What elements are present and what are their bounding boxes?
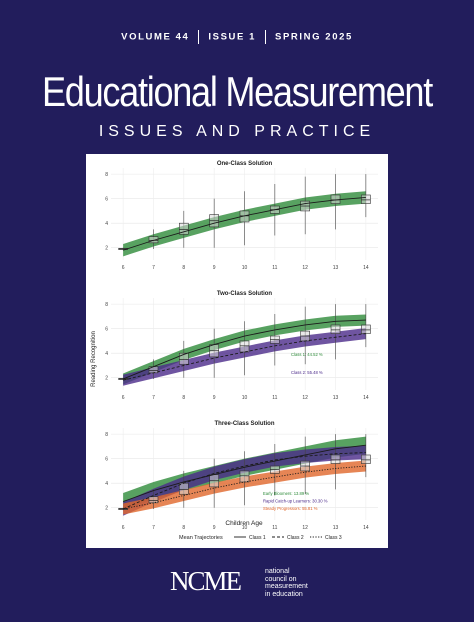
class-proportion-label: Early Bloomers: 13.89 % (263, 491, 309, 496)
x-tick-label: 8 (182, 525, 185, 531)
class-proportion-label: Class 1: 44.52 % (291, 352, 323, 357)
y-tick-label: 8 (105, 432, 108, 438)
y-tick-label: 8 (105, 302, 108, 308)
box-plot (148, 496, 159, 504)
logo-tagline: national council on measurement in educa… (265, 568, 308, 598)
x-axis-label: Children Age (225, 520, 263, 527)
y-tick-label: 6 (105, 197, 108, 203)
class-proportion-label: Steady Progressors: 55.81 % (263, 506, 318, 511)
logo-tagline-line: national (265, 568, 290, 575)
mean-trajectory-line (122, 452, 366, 510)
box-plot (239, 470, 250, 483)
x-tick-label: 6 (122, 265, 125, 271)
chart-title: Three-Class Solution (214, 421, 274, 427)
box-plot (361, 194, 371, 204)
x-tick-label: 9 (213, 525, 216, 531)
x-tick-label: 14 (363, 265, 369, 271)
mean-trajectory-line (122, 444, 366, 503)
class-proportion-label: Rapid Catch-up Learners: 30.30 % (263, 499, 328, 504)
chart-panel: Three-Class Solution 2 4 6 8 6 7 8 9 10 11 12 13 14 Ea… (105, 421, 378, 531)
x-tick-label: 8 (182, 395, 185, 401)
y-tick-label: 4 (105, 351, 108, 357)
legend-label: Class 2 (287, 535, 304, 541)
logo-tagline-line: measurement (265, 583, 308, 590)
x-tick-label: 7 (152, 525, 155, 531)
issue-label: ISSUE 1 (208, 31, 257, 43)
box-plot (361, 324, 371, 334)
class-proportion-label: Class 2: 55.48 % (291, 370, 323, 375)
chart-panel: Two-Class Solution 2 4 6 8 6 7 8 9 10 11 12 13 14 Clas… (105, 291, 378, 401)
x-tick-label: 7 (152, 265, 155, 271)
x-tick-label: 13 (333, 395, 339, 401)
x-tick-label: 14 (363, 395, 369, 401)
x-tick-label: 10 (242, 525, 248, 531)
x-tick-label: 9 (213, 265, 216, 271)
x-tick-label: 7 (152, 395, 155, 401)
box-plot (179, 352, 189, 365)
box-plot (148, 236, 159, 244)
chart-panel: One-Class Solution 2 4 6 8 6 7 8 9 10 11 12 13 14 (105, 161, 378, 271)
legend-label: Class 1 (249, 535, 266, 541)
logo-wordmark: NCME (170, 566, 242, 596)
x-tick-label: 9 (213, 395, 216, 401)
box-plot (179, 222, 189, 235)
y-tick-label: 6 (105, 457, 108, 463)
box-plot (239, 340, 250, 353)
box-plot (330, 454, 341, 464)
x-tick-label: 11 (272, 395, 277, 401)
chart-title: One-Class Solution (217, 161, 273, 167)
mean-trajectory-line (122, 196, 366, 251)
legend: Mean Trajectories Class 1 Class 2 Class 3 (179, 535, 342, 541)
mean-trajectory-line (123, 333, 366, 381)
x-tick-label: 11 (272, 265, 277, 271)
mean-trajectory-line (122, 319, 366, 380)
separator (198, 30, 200, 44)
x-tick-label: 13 (333, 525, 339, 531)
x-tick-label: 10 (242, 395, 248, 401)
x-tick-label: 12 (302, 265, 308, 271)
ncme-logo: NCME national council on measurement in … (162, 562, 322, 602)
journal-title: Educational Measurement (42, 68, 433, 115)
x-tick-label: 8 (182, 265, 185, 271)
y-tick-label: 2 (105, 376, 108, 382)
y-tick-label: 4 (105, 221, 108, 227)
box-plot (239, 210, 250, 223)
x-tick-label: 14 (363, 525, 369, 531)
x-tick-label: 12 (302, 395, 308, 401)
volume-label: VOLUME 44 (121, 31, 190, 43)
y-tick-label: 2 (105, 246, 108, 252)
chart-title: Two-Class Solution (217, 291, 273, 297)
x-tick-label: 11 (272, 525, 277, 531)
x-tick-label: 10 (242, 265, 248, 271)
x-tick-label: 6 (122, 525, 125, 531)
legend-title: Mean Trajectories (179, 535, 223, 541)
separator (265, 30, 267, 44)
season-label: SPRING 2025 (275, 31, 353, 43)
issue-info: VOLUME 44 ISSUE 1 SPRING 2025 (0, 30, 474, 44)
y-tick-label: 2 (105, 506, 108, 512)
x-tick-label: 6 (122, 395, 125, 401)
x-tick-label: 13 (333, 265, 339, 271)
x-tick-label: 12 (302, 525, 308, 531)
cover-figure: One-Class Solution 2 4 6 8 6 7 8 9 10 11 12 13 14 Two-… (86, 154, 388, 548)
logo-tagline-line: in education (265, 590, 303, 598)
box-plot (361, 454, 371, 464)
y-axis-label: Reading Recognition (91, 331, 97, 387)
y-tick-label: 8 (105, 172, 108, 178)
legend-label: Class 3 (325, 535, 342, 541)
y-tick-label: 4 (105, 481, 108, 487)
mean-trajectory-line (123, 465, 366, 510)
logo-tagline-line: council on (265, 575, 297, 583)
confidence-band (123, 314, 366, 385)
journal-subtitle: ISSUES AND PRACTICE (98, 123, 376, 140)
box-plot (330, 324, 341, 334)
y-tick-label: 6 (105, 327, 108, 333)
